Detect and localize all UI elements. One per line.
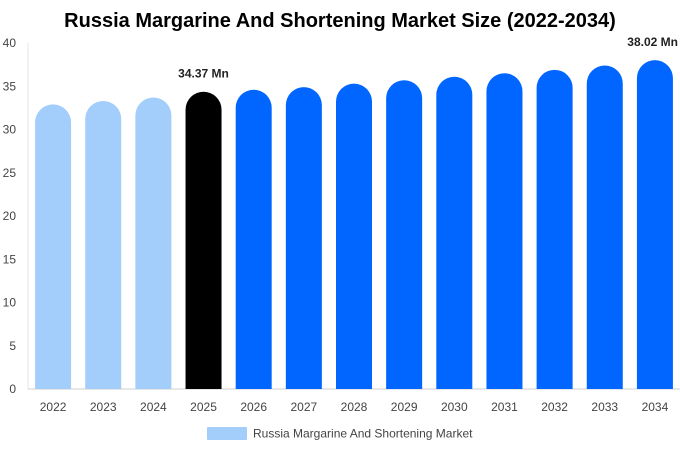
- x-tick-label: 2034: [642, 400, 669, 414]
- x-tick-label: 2032: [541, 400, 568, 414]
- data-labels: 34.37 Mn 38.02 Mn: [178, 35, 678, 81]
- chart-title: Russia Margarine And Shortening Market S…: [64, 10, 616, 32]
- y-tick-label: 5: [9, 339, 16, 353]
- y-tick-label: 35: [3, 79, 17, 93]
- bar-2028: [336, 83, 372, 389]
- x-tick-label: 2024: [140, 400, 167, 414]
- y-tick-label: 30: [3, 123, 17, 137]
- bar-2024: [135, 97, 172, 389]
- x-tick-label: 2033: [591, 400, 618, 414]
- x-tick-label: 2027: [290, 400, 317, 414]
- bar-2025: [185, 91, 222, 390]
- x-tick-label: 2029: [391, 400, 418, 414]
- legend: Russia Margarine And Shortening Market: [207, 427, 473, 441]
- data-label: 38.02 Mn: [627, 35, 678, 49]
- y-tick-label: 0: [9, 382, 16, 396]
- y-tick-label: 15: [3, 252, 17, 266]
- y-tick-label: 40: [3, 36, 17, 50]
- x-tick-label: 2026: [240, 400, 267, 414]
- y-tick-label: 20: [3, 209, 17, 223]
- bar-2034: [636, 60, 673, 389]
- bar-2032: [536, 69, 573, 389]
- y-tick-label: 25: [3, 166, 17, 180]
- x-tick-label: 2030: [441, 400, 468, 414]
- bar-2023: [85, 100, 122, 389]
- bar-2027: [285, 87, 322, 390]
- bar-2029: [386, 80, 423, 389]
- bar-2026: [235, 89, 272, 389]
- bars: [35, 60, 673, 390]
- legend-label: Russia Margarine And Shortening Market: [253, 427, 473, 441]
- bar-2033: [586, 65, 623, 390]
- data-label: 34.37 Mn: [178, 67, 229, 81]
- bar-2031: [486, 73, 523, 389]
- bar-2030: [436, 76, 473, 390]
- y-tick-label: 10: [3, 296, 17, 310]
- bar-2022: [35, 104, 72, 390]
- x-tick-label: 2025: [190, 400, 217, 414]
- legend-swatch: [207, 427, 247, 440]
- x-tick-label: 2022: [40, 400, 67, 414]
- x-tick-label: 2031: [491, 400, 518, 414]
- x-tick-label: 2028: [341, 400, 368, 414]
- x-tick-label: 2023: [90, 400, 117, 414]
